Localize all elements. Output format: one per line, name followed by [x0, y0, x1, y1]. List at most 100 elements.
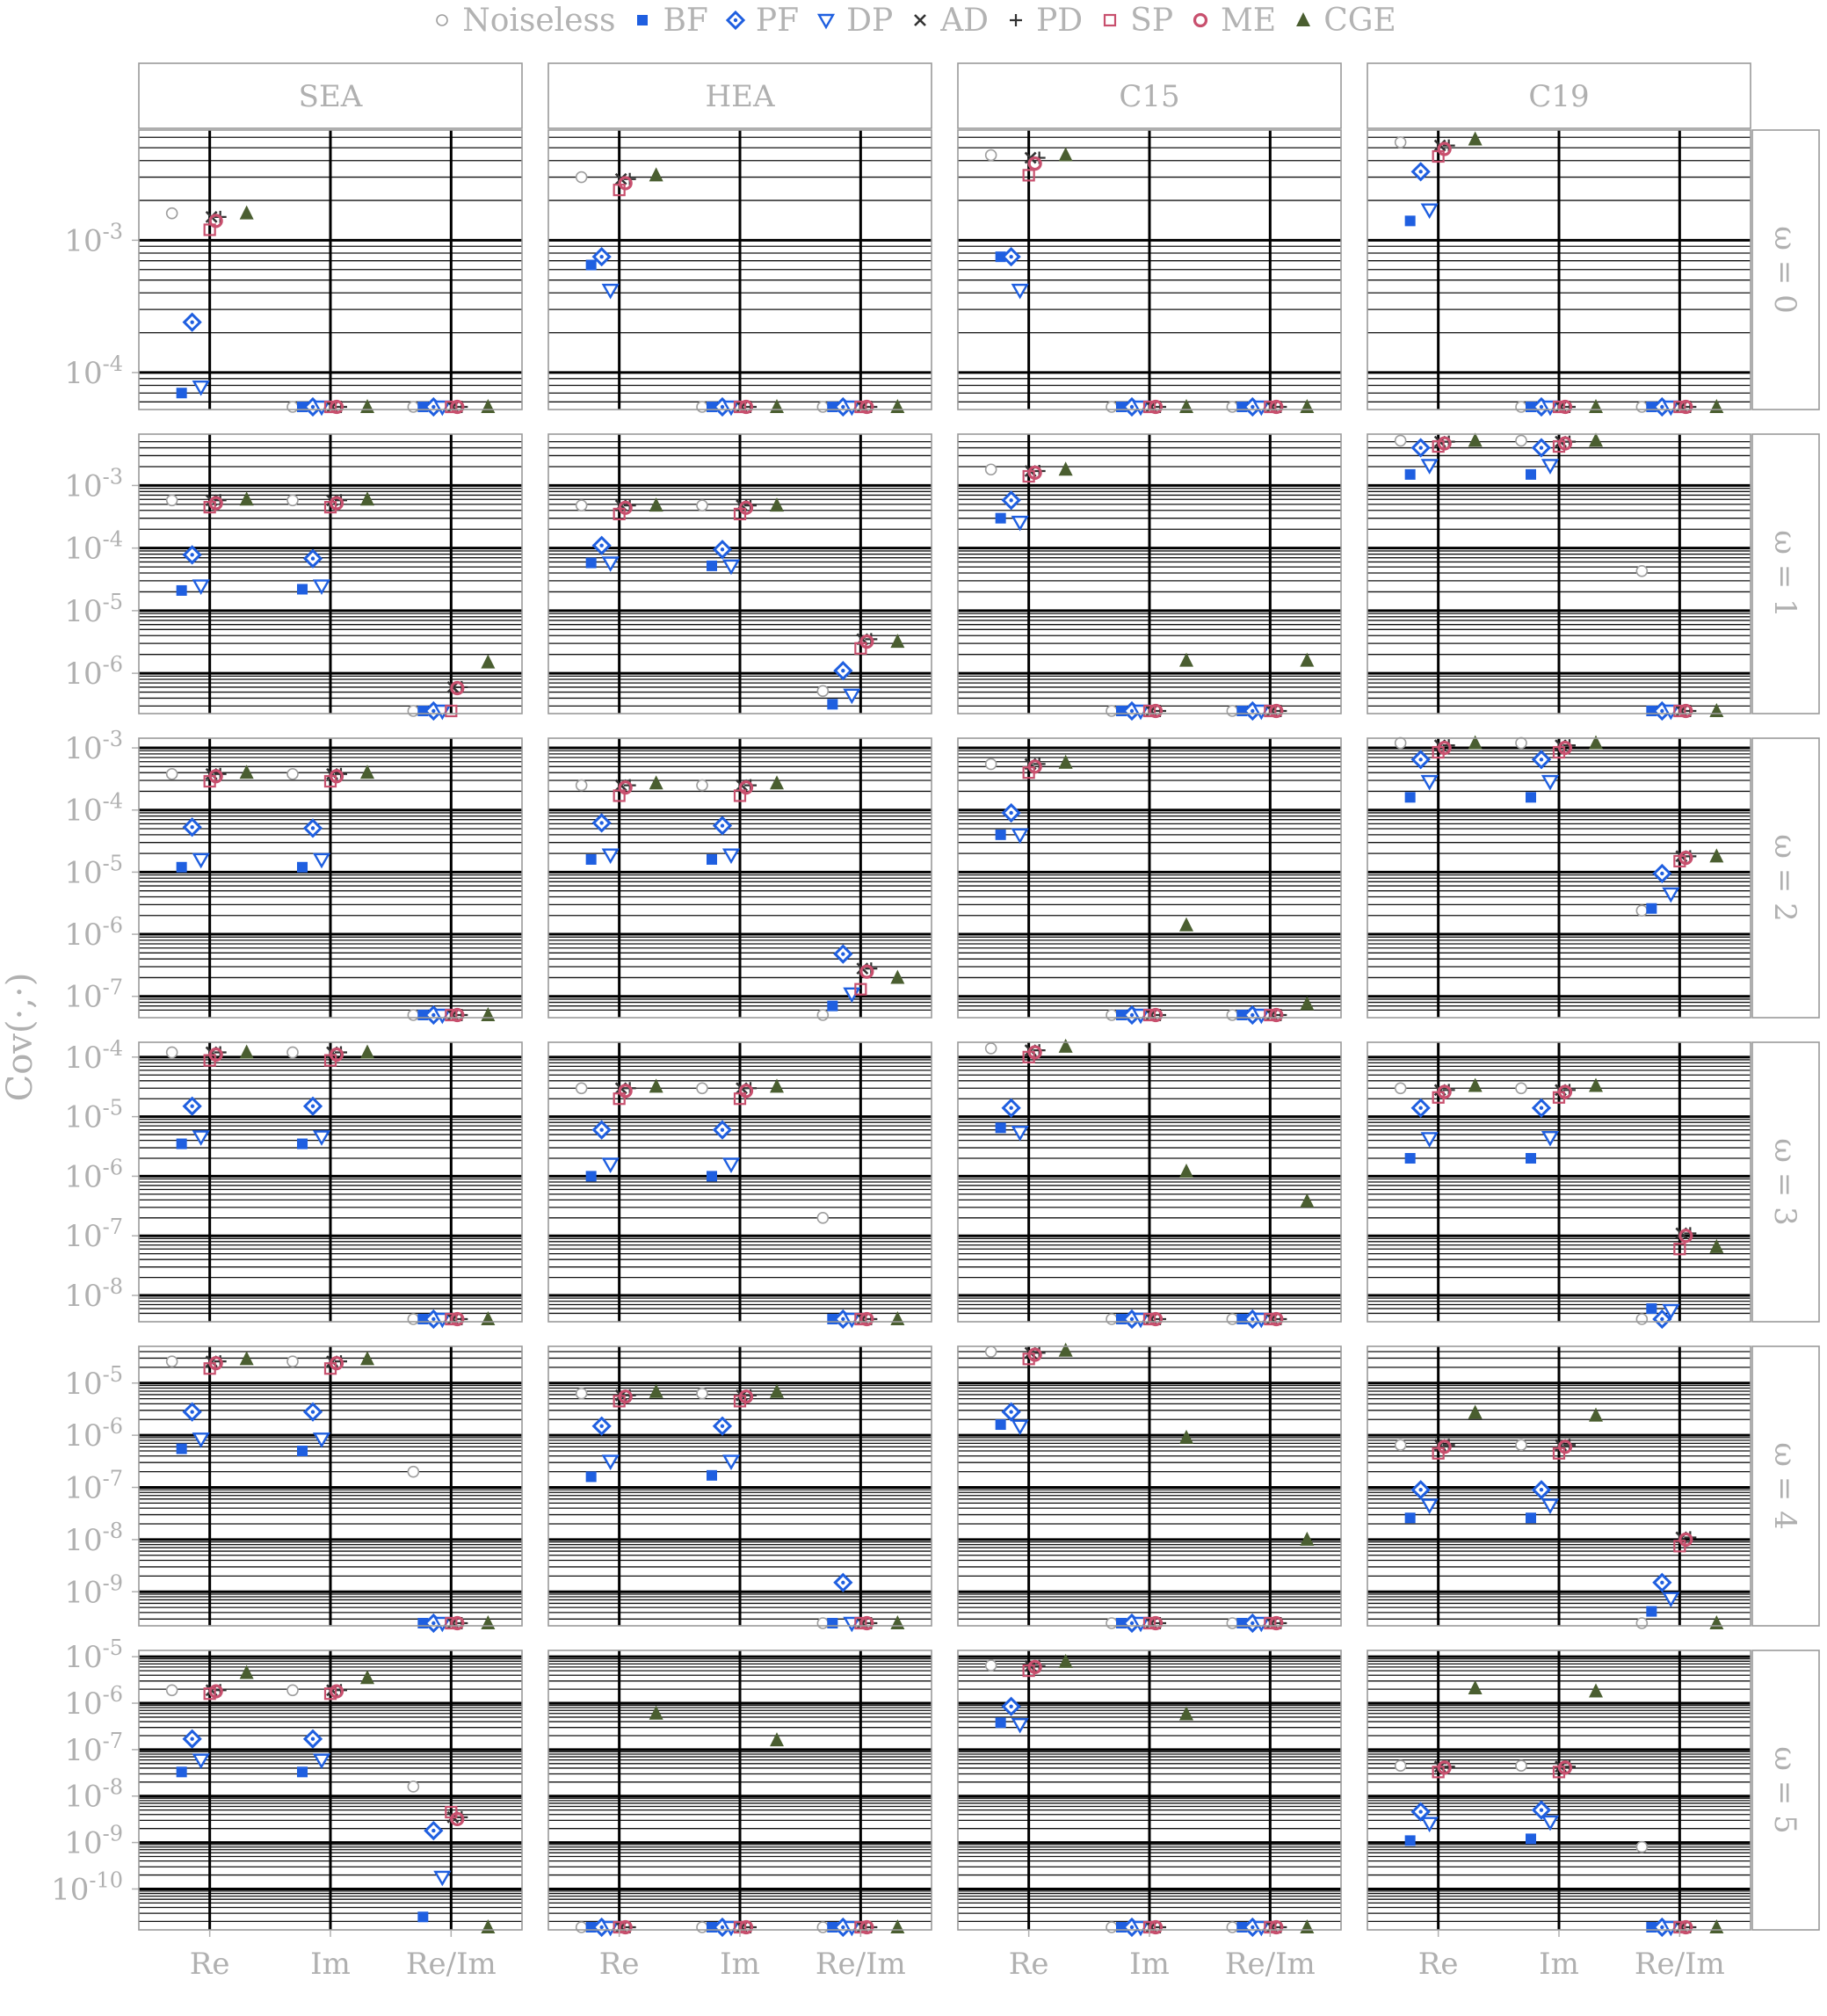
point-sp — [445, 704, 458, 718]
point-noiseless — [1226, 705, 1239, 717]
point-noiseless — [286, 1684, 299, 1697]
point-noiseless — [1515, 1759, 1527, 1773]
point-dp — [192, 1432, 210, 1448]
point-cge — [649, 167, 663, 182]
point-noiseless — [696, 1387, 708, 1400]
panel-border — [957, 129, 1342, 410]
point-pf — [1652, 1309, 1672, 1330]
point-pf — [1410, 1480, 1431, 1500]
point-noiseless — [984, 1659, 997, 1672]
point-bf — [176, 1766, 187, 1778]
point-noiseless — [1394, 1439, 1407, 1452]
point-me — [450, 1007, 465, 1023]
y-tick-label: 10-5 — [64, 1635, 123, 1675]
point-sp — [1264, 1008, 1277, 1022]
point-pf — [182, 1729, 202, 1749]
point-pf — [302, 1729, 323, 1749]
y-tick-label: 10-7 — [64, 1729, 123, 1768]
point-cge — [649, 497, 663, 512]
point-cge — [239, 1044, 254, 1059]
legend-marker-ad — [914, 14, 927, 26]
point-sp — [1142, 1616, 1156, 1630]
x-tick-label-re: Re — [1418, 1947, 1459, 1982]
point-me — [329, 1356, 344, 1371]
y-tick-label: 10-5 — [64, 1362, 123, 1402]
point-pf — [833, 661, 853, 681]
point-me — [1027, 1045, 1042, 1060]
point-dp — [1420, 1498, 1439, 1514]
point-pf — [1531, 438, 1552, 458]
point-me — [859, 1311, 874, 1327]
panel-sea-row-1 — [138, 433, 523, 722]
point-cge — [890, 969, 905, 984]
point-cge — [1589, 735, 1603, 750]
point-sp — [1264, 1312, 1277, 1326]
point-sp — [445, 1312, 458, 1326]
row-strip-box — [1751, 1650, 1820, 1931]
point-noiseless — [816, 1212, 830, 1224]
point-me — [450, 1311, 465, 1327]
point-bf — [995, 829, 1006, 840]
legend-label: SP — [1130, 2, 1174, 39]
panel-border — [138, 433, 523, 714]
point-dp — [1011, 1717, 1029, 1734]
point-bf — [707, 1469, 717, 1481]
point-sp — [733, 400, 747, 414]
point-me — [1027, 1347, 1042, 1362]
point-bf — [176, 1138, 187, 1149]
point-dp — [721, 1454, 741, 1470]
point-bf — [297, 1766, 308, 1778]
panel-c15-row-5 — [957, 1650, 1342, 1938]
point-noiseless — [286, 767, 299, 780]
legend-item-cge: CGE — [1292, 3, 1396, 39]
point-noiseless — [1226, 401, 1239, 413]
point-cge — [1300, 652, 1315, 667]
point-dp — [1662, 887, 1680, 903]
panel-border — [1367, 737, 1751, 1019]
point-dp — [601, 283, 620, 300]
point-cge — [1468, 131, 1483, 146]
point-noiseless — [1106, 1313, 1118, 1325]
point-cge — [770, 1078, 784, 1093]
point-me — [450, 1615, 465, 1631]
point-me — [1148, 1919, 1164, 1935]
point-cge — [1589, 1077, 1603, 1092]
y-tick-label: 10-4 — [64, 527, 123, 567]
point-sp — [1673, 1243, 1686, 1256]
legend-label: BF — [663, 2, 708, 39]
panel-sea-row-5 — [138, 1650, 523, 1933]
y-tick-label: 10-9 — [64, 1570, 123, 1610]
point-pf — [1410, 1098, 1431, 1118]
legend-marker-noiseless — [436, 14, 449, 26]
point-cge — [1589, 432, 1603, 447]
panel-border — [138, 129, 523, 410]
point-me — [208, 1684, 223, 1699]
point-me — [1678, 1532, 1693, 1547]
row-strip-label-3: ω = 3 — [1767, 1138, 1802, 1225]
point-cge — [1058, 1342, 1073, 1357]
point-bf — [1526, 792, 1536, 803]
point-noiseless — [816, 685, 830, 698]
point-dp — [192, 1753, 210, 1770]
point-dp — [1011, 1419, 1029, 1436]
point-me — [208, 769, 223, 784]
point-noiseless — [984, 1345, 997, 1358]
x-tick-label-im: Im — [310, 1947, 351, 1982]
legend-marker-shape — [1193, 12, 1208, 28]
point-noiseless — [165, 1684, 178, 1697]
point-me — [618, 500, 633, 515]
point-bf — [297, 584, 308, 595]
row-strip-box — [1751, 737, 1820, 1019]
point-me — [329, 769, 344, 784]
legend-item-pd: PD — [1004, 3, 1083, 39]
panel-hea-row-4 — [547, 1345, 932, 1633]
x-tick-label-re: Re — [1009, 1947, 1049, 1982]
column-header-sea: SEA — [299, 79, 363, 114]
point-bf — [297, 861, 308, 873]
legend-item-ad: AD — [909, 3, 989, 39]
point-dp — [1011, 1126, 1029, 1142]
point-noiseless — [816, 1009, 830, 1021]
point-pf — [1410, 162, 1431, 182]
point-sp — [203, 223, 216, 236]
x-tick-label-re-im: Re/Im — [406, 1947, 497, 1982]
